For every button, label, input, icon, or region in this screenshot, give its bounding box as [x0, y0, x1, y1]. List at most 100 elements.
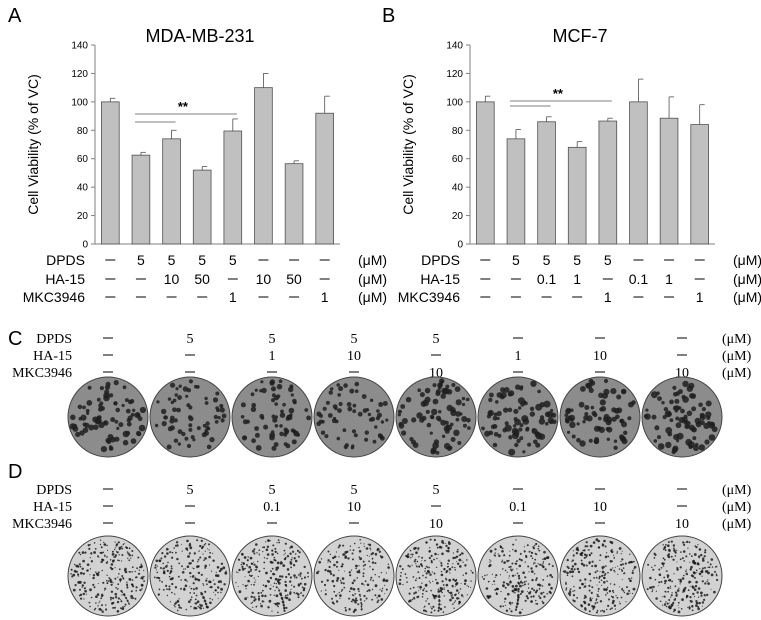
colony-dot: [455, 583, 458, 586]
colony-dot: [354, 601, 357, 604]
colony-dot: [320, 430, 326, 435]
colony-dot: [590, 552, 593, 555]
colony-dot: [421, 560, 423, 562]
colony-dot: [492, 584, 494, 586]
colony-dot: [504, 569, 507, 572]
colony-dot: [531, 587, 534, 590]
colony-dot: [699, 412, 705, 418]
y-tick-label: 60: [452, 154, 464, 165]
colony-dot: [611, 596, 615, 599]
condition-value: —: [346, 517, 362, 532]
colony-dot: [530, 380, 537, 387]
condition-value: —: [570, 289, 584, 305]
colony-dot: [703, 422, 710, 429]
colony-dot: [340, 566, 342, 568]
colony-dot: [411, 439, 416, 445]
colony-dot: [327, 569, 330, 573]
colony-dot: [427, 566, 429, 569]
colony-dot: [484, 430, 491, 437]
dish-plate: [67, 535, 149, 617]
colony-dot: [80, 571, 83, 575]
colony-dot: [158, 594, 160, 596]
colony-dot: [504, 586, 507, 589]
colony-dot: [121, 575, 124, 577]
colony-dot: [696, 591, 699, 594]
bar: [131, 154, 151, 245]
colony-dot: [93, 609, 96, 611]
colony-dot: [208, 549, 210, 551]
colony-dot: [457, 548, 459, 551]
colony-dot: [172, 407, 177, 413]
condition-value: 5: [573, 252, 581, 268]
colony-dot: [120, 545, 123, 548]
colony-dot: [209, 551, 212, 554]
colony-dot: [93, 551, 96, 554]
colony-dot: [488, 411, 492, 415]
colony-dot: [443, 568, 446, 570]
colony-dot: [259, 603, 262, 605]
colony-dot: [621, 550, 623, 552]
colony-dot: [535, 577, 538, 580]
colony-dot: [141, 588, 143, 590]
colony-dot: [172, 398, 177, 403]
colony-dot: [127, 552, 130, 555]
colony-dot: [669, 585, 672, 588]
colony-dot: [362, 560, 365, 563]
colony-dot: [700, 591, 703, 595]
colony-dot: [273, 558, 276, 562]
condition-value: —: [182, 517, 198, 532]
colony-dot: [89, 544, 91, 546]
colony-dot: [92, 576, 95, 580]
colony-dot: [703, 598, 706, 602]
colony-dot: [603, 588, 606, 591]
colony-dot: [124, 570, 128, 574]
colony-dot: [225, 570, 227, 572]
colony-dot: [598, 581, 601, 583]
colony-dot: [542, 561, 545, 563]
colony-dot: [370, 549, 372, 551]
colony-dot: [222, 566, 226, 570]
colony-dot: [255, 569, 257, 571]
colony-dot: [103, 543, 107, 546]
colony-dot: [159, 579, 161, 582]
colony-dot: [551, 576, 554, 579]
colony-dot: [517, 595, 520, 598]
colony-dot: [257, 575, 259, 578]
colony-dot: [335, 600, 339, 603]
colony-dot: [445, 583, 449, 587]
colony-dot: [170, 567, 173, 570]
colony-dot: [586, 545, 589, 548]
colony-dot: [282, 564, 286, 567]
colony-dot: [524, 599, 527, 602]
colony-dot: [514, 592, 516, 594]
colony-dot: [528, 587, 530, 589]
colony-dot: [104, 555, 106, 557]
colony-dot: [188, 427, 193, 432]
colony-dot: [127, 415, 133, 421]
colony-dot: [494, 576, 496, 578]
colony-dot: [191, 559, 194, 562]
colony-dot: [607, 555, 609, 558]
culture-dish: [231, 535, 313, 617]
colony-dot: [508, 575, 511, 577]
colony-dot: [166, 588, 168, 590]
colony-dot: [333, 563, 336, 567]
colony-dot: [271, 610, 273, 612]
colony-dot: [274, 590, 276, 592]
colony-dot: [588, 387, 594, 393]
colony-dot: [621, 570, 624, 572]
colony-dot: [619, 586, 620, 588]
culture-dish: [395, 376, 477, 458]
colony-dot: [369, 579, 372, 581]
colony-dot: [199, 605, 201, 607]
colony-dot: [204, 401, 209, 405]
colony-dot: [82, 592, 86, 596]
colony-dot: [515, 607, 518, 609]
colony-dot: [360, 599, 362, 602]
colony-dot: [632, 587, 636, 591]
colony-dot: [219, 580, 222, 583]
colony-dot: [95, 595, 98, 598]
colony-dot: [273, 556, 276, 559]
condition-value: 5: [604, 252, 612, 268]
colony-dot: [572, 559, 574, 562]
